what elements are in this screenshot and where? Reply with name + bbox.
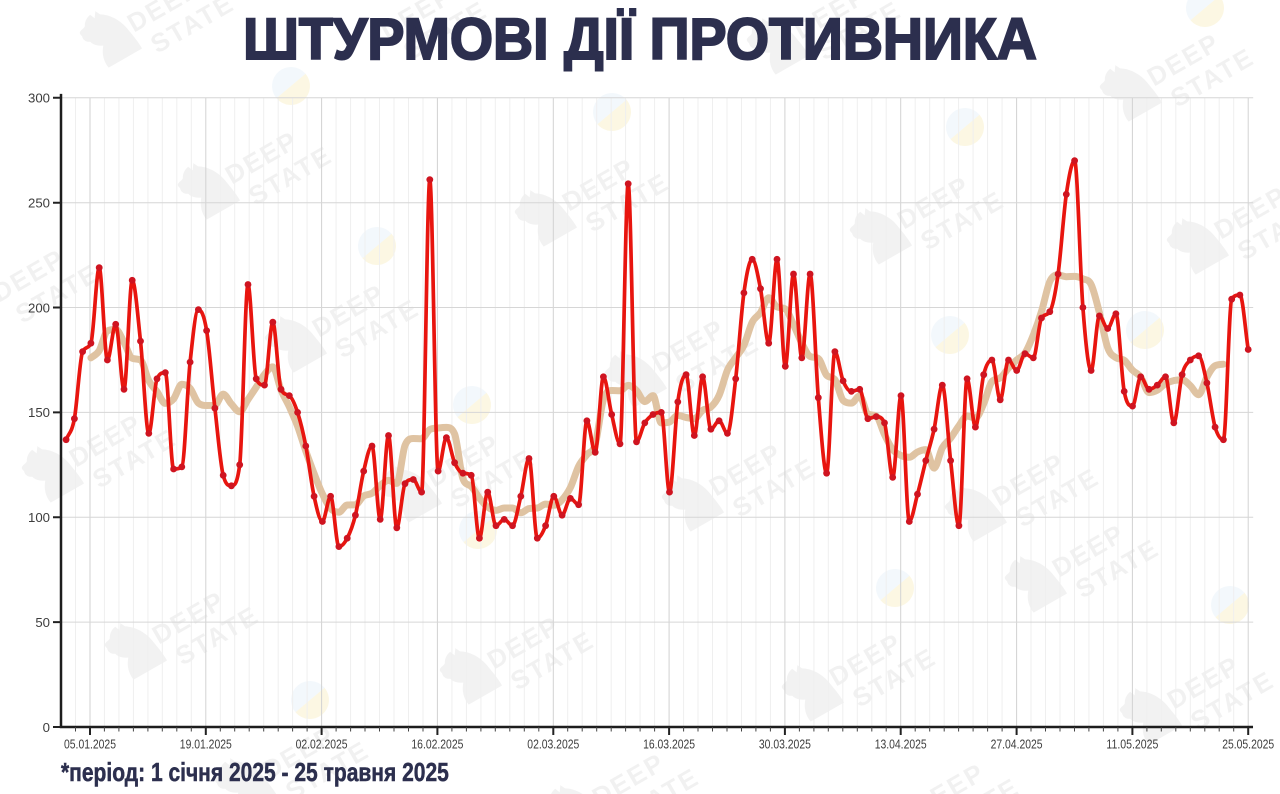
- svg-text:0: 0: [43, 720, 50, 735]
- svg-text:02.03.2025: 02.03.2025: [527, 737, 579, 752]
- svg-text:05.01.2025: 05.01.2025: [64, 737, 116, 752]
- svg-text:25.05.2025: 25.05.2025: [1222, 737, 1274, 752]
- svg-text:30.03.2025: 30.03.2025: [759, 737, 811, 752]
- svg-text:250: 250: [28, 196, 50, 211]
- svg-text:150: 150: [28, 405, 50, 420]
- svg-text:19.01.2025: 19.01.2025: [180, 737, 232, 752]
- svg-text:13.04.2025: 13.04.2025: [875, 737, 927, 752]
- svg-text:100: 100: [28, 510, 50, 525]
- svg-text:DEEP: DEEP: [907, 757, 990, 794]
- svg-text:16.03.2025: 16.03.2025: [643, 737, 695, 752]
- svg-text:16.02.2025: 16.02.2025: [411, 737, 463, 752]
- svg-text:02.02.2025: 02.02.2025: [296, 737, 348, 752]
- svg-text:27.04.2025: 27.04.2025: [991, 737, 1043, 752]
- svg-text:11.05.2025: 11.05.2025: [1106, 737, 1158, 752]
- svg-text:50: 50: [35, 615, 50, 630]
- svg-text:200: 200: [28, 300, 50, 315]
- svg-text:300: 300: [28, 91, 50, 106]
